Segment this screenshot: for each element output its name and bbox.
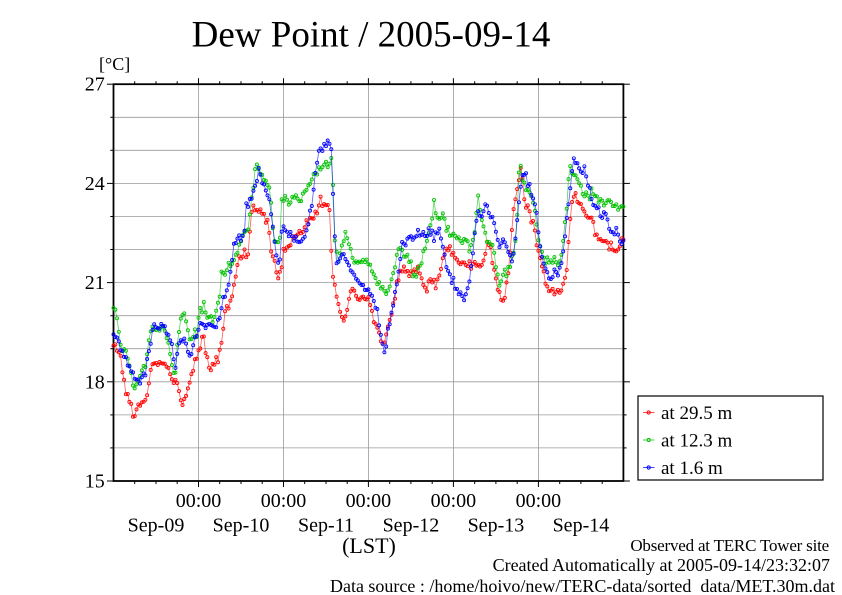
svg-text:Sep-10: Sep-10 bbox=[213, 515, 270, 537]
svg-text:Sep-12: Sep-12 bbox=[383, 515, 440, 537]
svg-text:00:00: 00:00 bbox=[346, 490, 392, 512]
svg-text:at 1.6 m: at 1.6 m bbox=[661, 458, 723, 479]
svg-text:at 12.3 m: at 12.3 m bbox=[661, 430, 732, 451]
svg-text:00:00: 00:00 bbox=[176, 490, 222, 512]
svg-text:Data source : /home/hoivo/new/: Data source : /home/hoivo/new/TERC-data/… bbox=[330, 576, 835, 595]
svg-text:Sep-13: Sep-13 bbox=[468, 515, 525, 537]
svg-text:at 29.5 m: at 29.5 m bbox=[661, 403, 732, 424]
svg-text:Sep-11: Sep-11 bbox=[298, 515, 354, 537]
svg-text:Sep-14: Sep-14 bbox=[553, 515, 610, 537]
svg-text:00:00: 00:00 bbox=[431, 490, 477, 512]
svg-text:Dew Point / 2005-09-14: Dew Point / 2005-09-14 bbox=[192, 15, 551, 56]
svg-text:24: 24 bbox=[85, 173, 105, 195]
svg-text:Created Automatically at 2005-: Created Automatically at 2005-09-14/23:3… bbox=[493, 555, 830, 575]
svg-text:(LST): (LST) bbox=[342, 533, 396, 558]
svg-text:Sep-09: Sep-09 bbox=[128, 515, 185, 537]
svg-text:27: 27 bbox=[85, 74, 105, 96]
svg-text:00:00: 00:00 bbox=[516, 490, 562, 512]
svg-text:21: 21 bbox=[85, 272, 105, 294]
svg-text:00:00: 00:00 bbox=[261, 490, 307, 512]
svg-text:[°C]: [°C] bbox=[99, 54, 130, 74]
svg-text:18: 18 bbox=[85, 371, 105, 393]
svg-text:Observed at TERC Tower site: Observed at TERC Tower site bbox=[630, 536, 829, 555]
svg-text:15: 15 bbox=[85, 471, 105, 493]
